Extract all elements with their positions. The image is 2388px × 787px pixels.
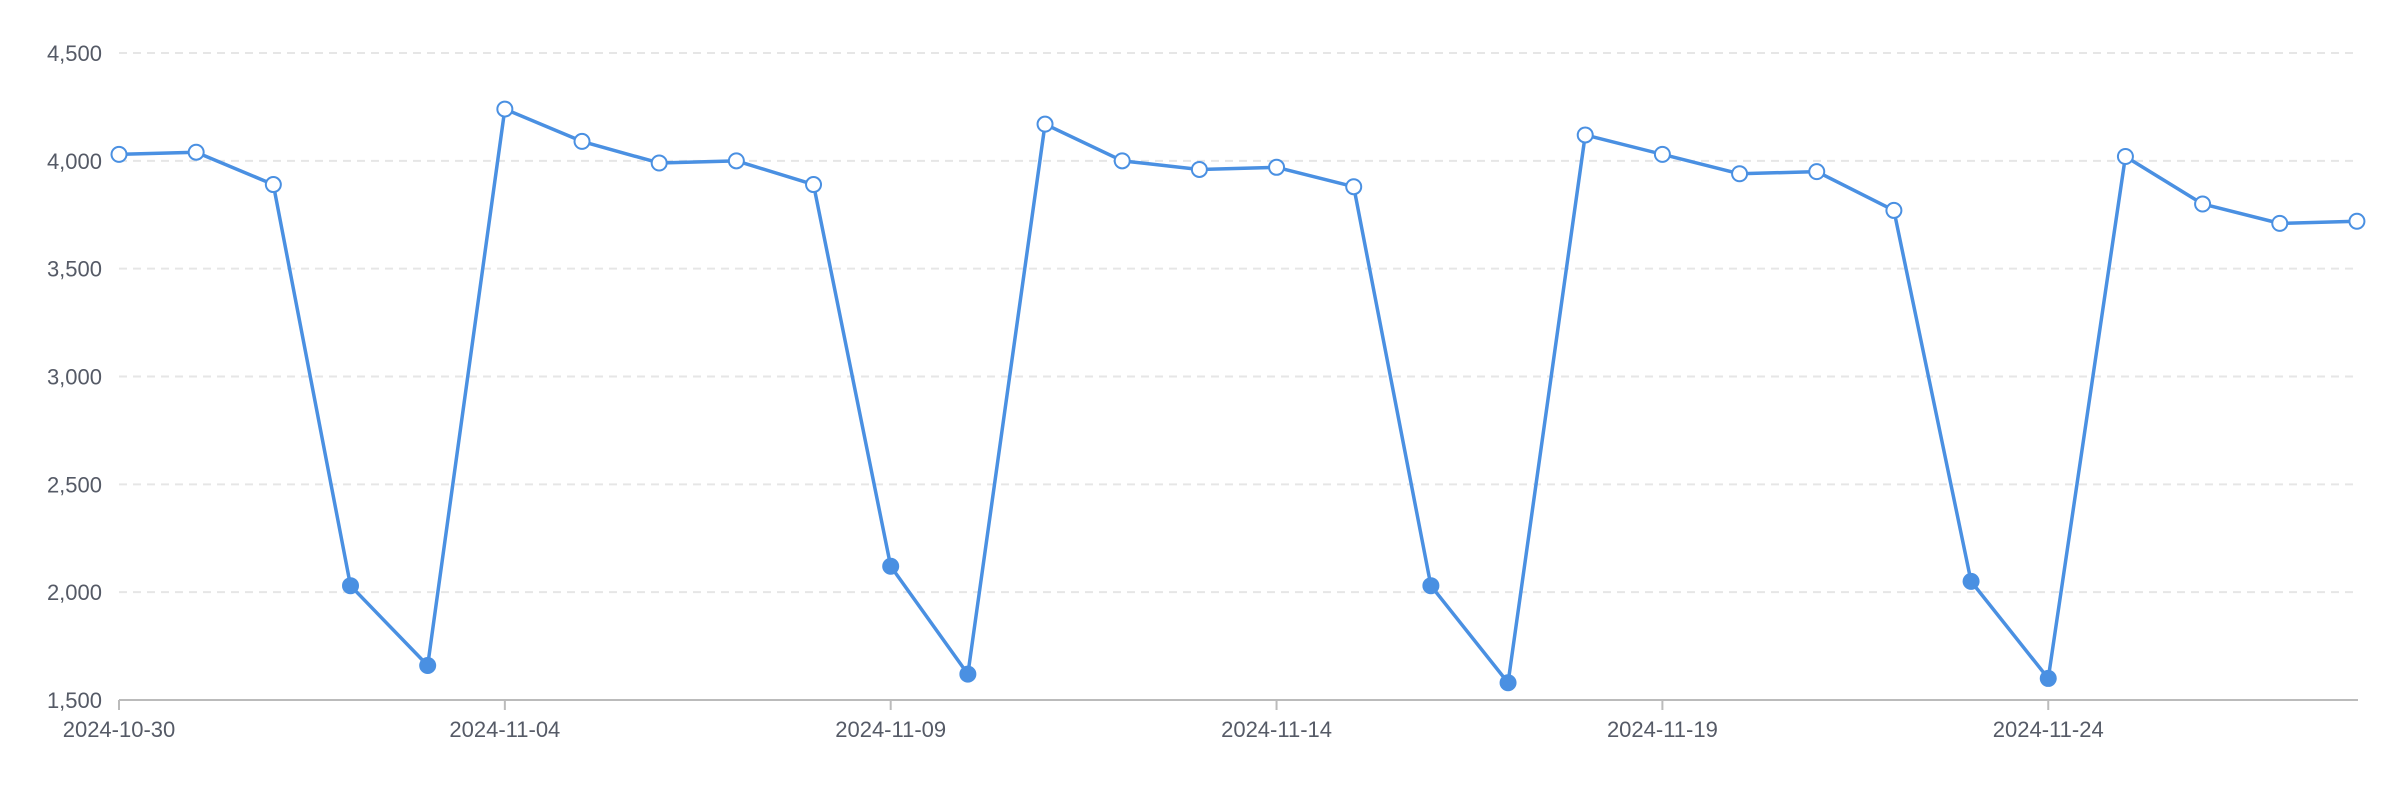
data-point xyxy=(959,665,977,683)
data-point xyxy=(1190,160,1208,178)
y-tick-label: 4,500 xyxy=(47,41,102,66)
data-point xyxy=(805,176,823,194)
data-point xyxy=(419,656,437,674)
data-point xyxy=(727,152,745,170)
x-axis-tick-labels: 2024-10-30 2024-11-04 2024-11-09 2024-11-14… xyxy=(63,717,2104,742)
data-point xyxy=(2271,214,2289,232)
data-point xyxy=(2348,212,2366,230)
data-point xyxy=(1422,577,1440,595)
data-point xyxy=(650,154,668,172)
grid-lines xyxy=(119,52,2358,594)
data-point xyxy=(1962,572,1980,590)
data-point xyxy=(2116,148,2134,166)
data-point xyxy=(1885,201,1903,219)
series-line xyxy=(117,107,2359,685)
data-point xyxy=(342,577,360,595)
data-point xyxy=(2194,195,2212,213)
data-point xyxy=(1576,126,1594,144)
axes xyxy=(118,699,2358,710)
data-point xyxy=(1268,158,1286,176)
data-point xyxy=(264,176,282,194)
data-point xyxy=(573,132,591,150)
data-point xyxy=(1113,152,1131,170)
y-tick-label: 1,500 xyxy=(47,688,102,713)
data-point xyxy=(110,145,128,163)
data-point xyxy=(1653,145,1671,163)
data-point xyxy=(2039,669,2057,687)
y-tick-label: 3,500 xyxy=(47,257,102,282)
x-tick-label: 2024-10-30 xyxy=(63,717,176,742)
data-point xyxy=(882,557,900,575)
data-point xyxy=(496,100,514,118)
x-tick-label: 2024-11-14 xyxy=(1221,717,1332,742)
series-lines xyxy=(117,107,2359,685)
y-tick-label: 4,000 xyxy=(47,149,102,174)
series-points xyxy=(110,100,2366,692)
data-point xyxy=(1731,165,1749,183)
y-tick-label: 2,000 xyxy=(47,580,102,605)
y-axis-tick-labels: 1,500 2,000 2,500 3,000 3,500 4,000 4,500 xyxy=(47,41,102,713)
data-point xyxy=(1499,674,1517,692)
y-tick-label: 3,000 xyxy=(47,365,102,390)
x-tick-label: 2024-11-04 xyxy=(449,717,560,742)
x-tick-label: 2024-11-19 xyxy=(1607,717,1718,742)
x-tick-label: 2024-11-09 xyxy=(835,717,946,742)
data-point xyxy=(1345,178,1363,196)
data-point xyxy=(1036,115,1054,133)
y-tick-label: 2,500 xyxy=(47,472,102,497)
data-point xyxy=(187,143,205,161)
data-point xyxy=(1808,163,1826,181)
x-tick-label: 2024-11-24 xyxy=(1993,717,2104,742)
